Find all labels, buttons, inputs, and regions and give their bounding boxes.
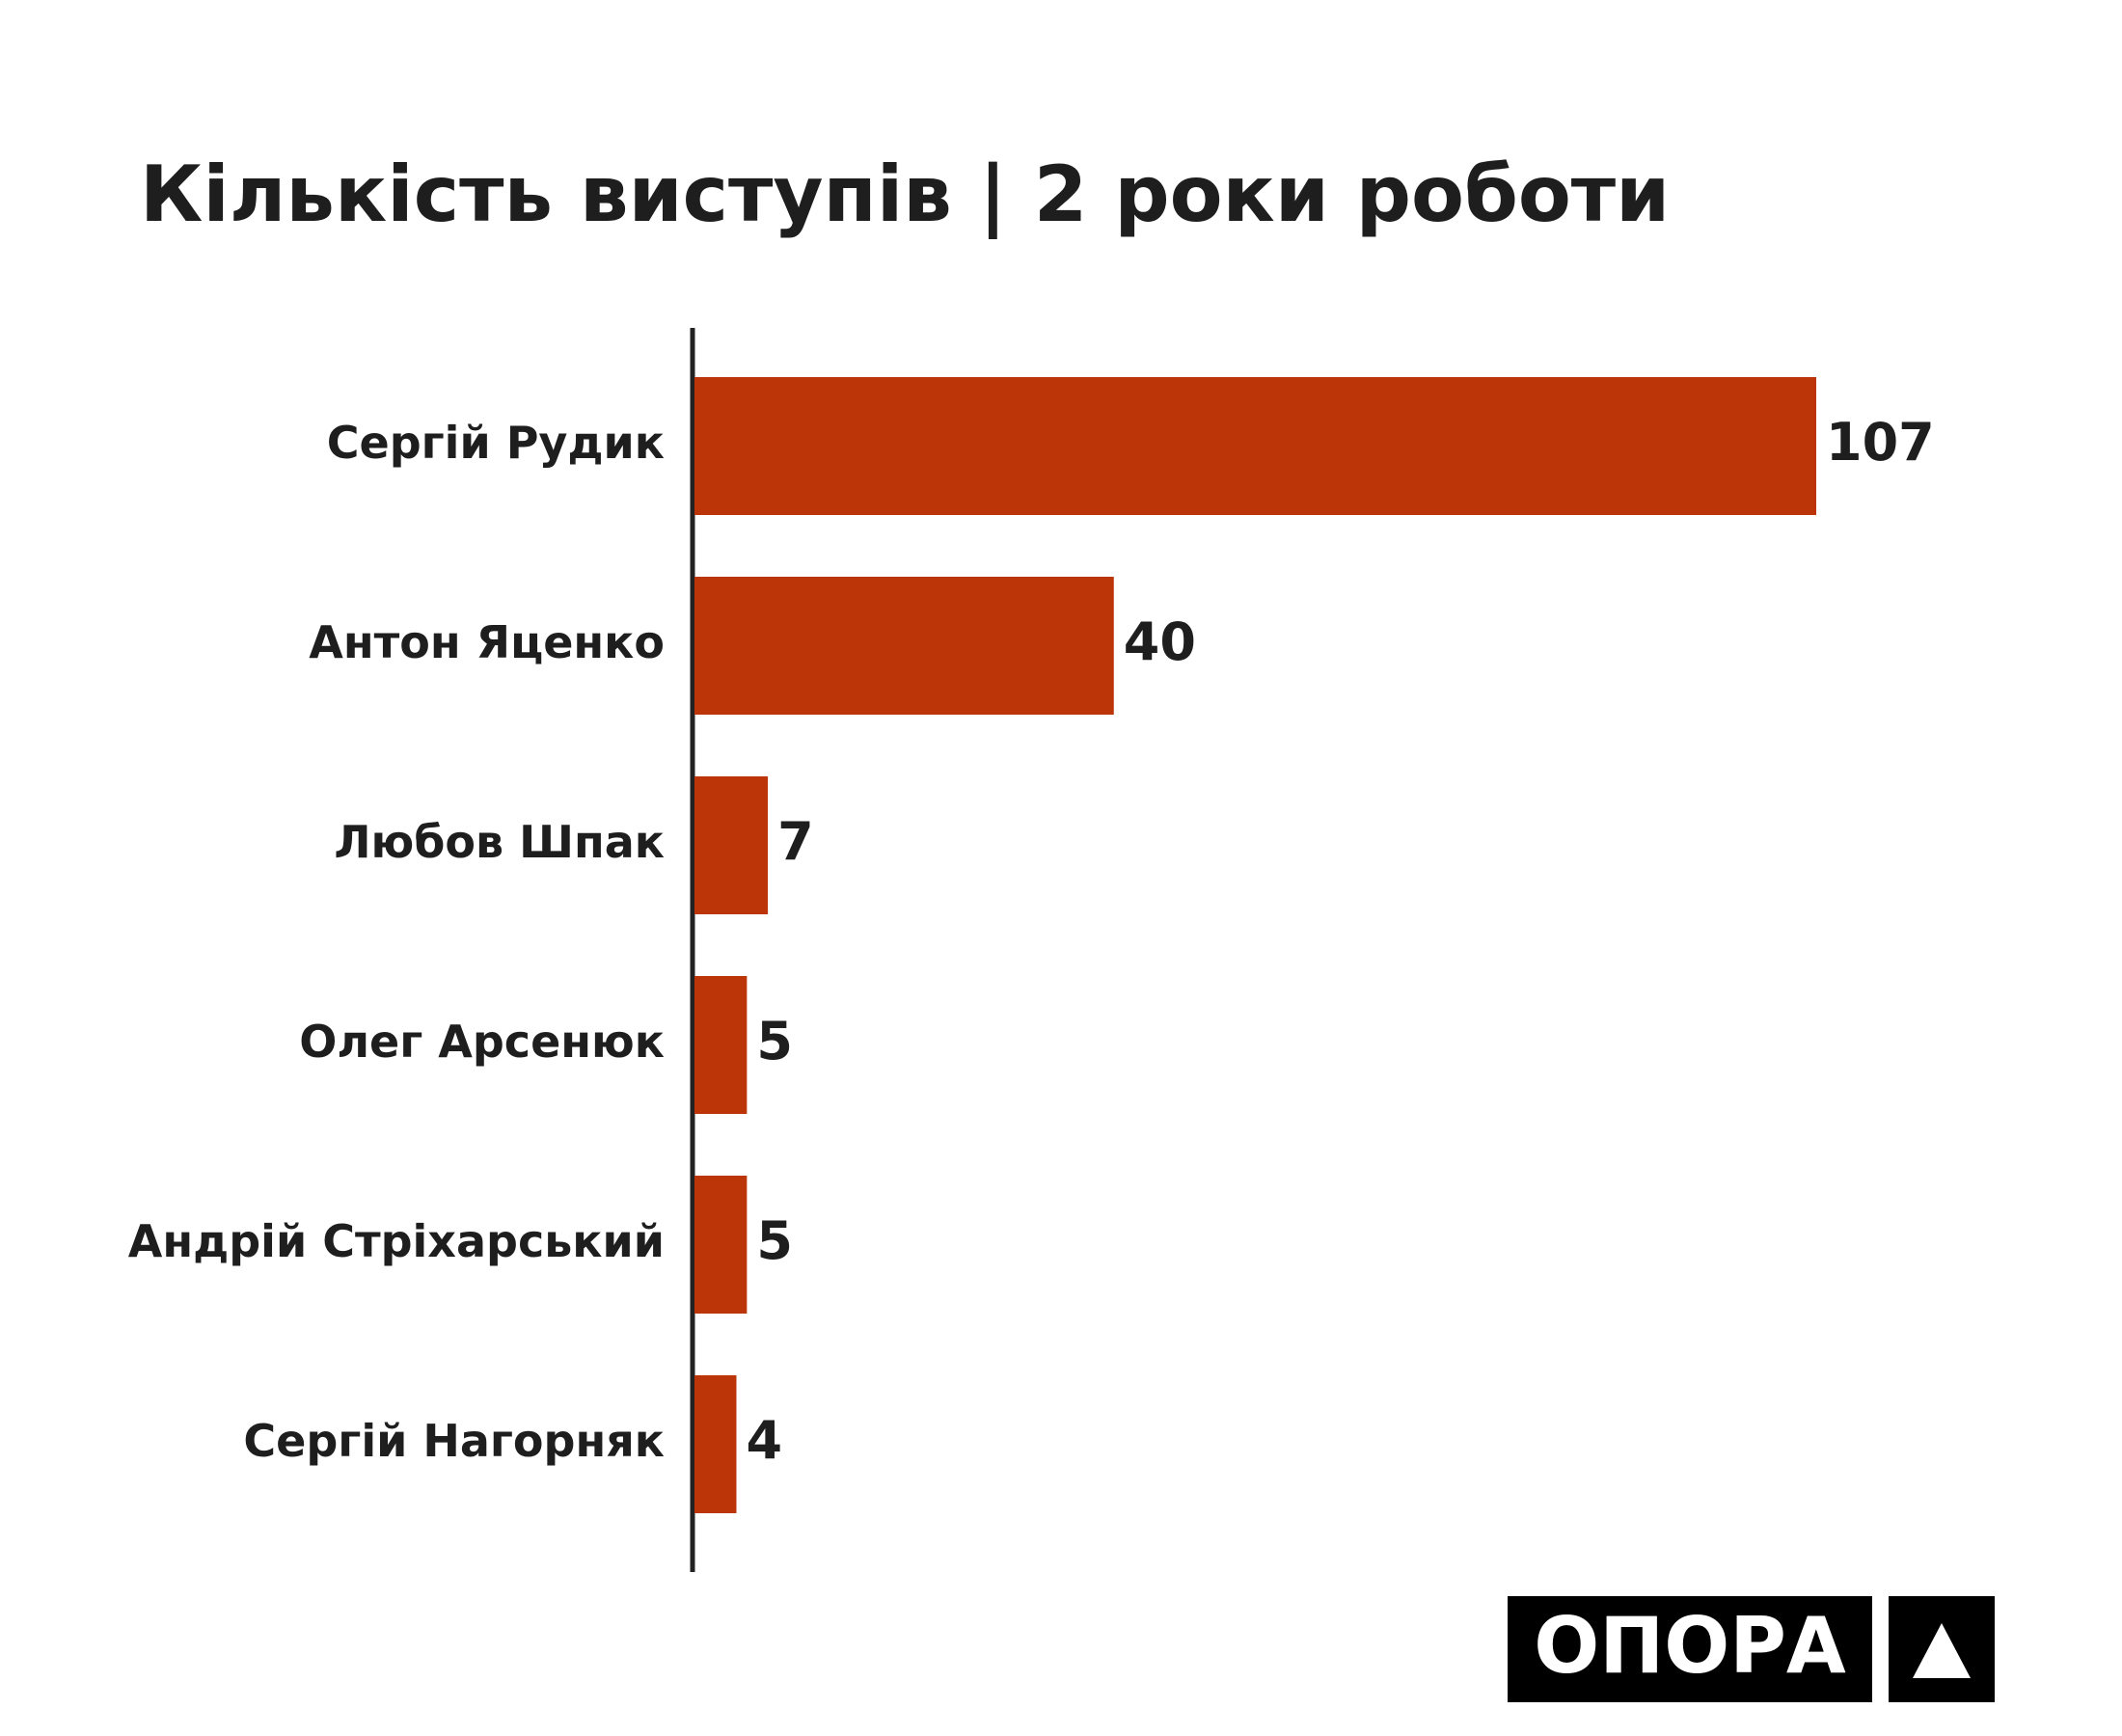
value-label: 107 xyxy=(1826,412,1935,473)
logo-text: ОПОРА xyxy=(1534,1601,1846,1691)
logo-triangle xyxy=(1913,1623,1971,1678)
bar xyxy=(694,377,1816,515)
category-label: Антон Яценко xyxy=(309,616,665,668)
category-label: Сергій Нагорняк xyxy=(243,1415,665,1467)
value-label: 5 xyxy=(756,1210,793,1271)
value-label: 4 xyxy=(746,1410,782,1471)
logo-box xyxy=(1508,1596,1872,1702)
bar xyxy=(694,1375,737,1513)
logo: ОПОРА xyxy=(1508,1596,1995,1702)
category-label: Андрій Стріхарський xyxy=(128,1215,665,1267)
chart-title: Кількість виступів | 2 роки роботи xyxy=(140,149,1670,240)
category-label: Сергій Рудик xyxy=(327,417,665,469)
bar xyxy=(694,577,1114,715)
value-label: 7 xyxy=(777,811,814,872)
category-label: Любов Шпак xyxy=(334,816,665,868)
category-label: Олег Арсенюк xyxy=(299,1016,665,1068)
bar xyxy=(694,1176,748,1314)
value-label: 40 xyxy=(1124,611,1196,672)
bar xyxy=(694,776,769,914)
value-label: 5 xyxy=(756,1011,793,1071)
bar xyxy=(694,976,748,1114)
